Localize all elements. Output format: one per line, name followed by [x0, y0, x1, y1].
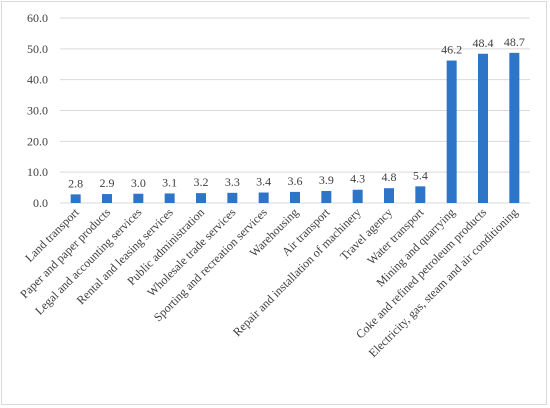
data-labels: 2.8 2.9 3.0 3.1 3.2 3.3 3.4 3.6 3.9 4.3 4.8 5.4 46.2…	[68, 35, 525, 191]
data-label: 4.8	[382, 170, 397, 184]
bar	[446, 60, 457, 203]
data-label: 2.9	[100, 176, 115, 190]
y-axis-ticks: 0.0 10.0 20.0 30.0 40.0 50.0 60.0	[27, 11, 48, 210]
y-tick-label: 60.0	[27, 11, 48, 25]
bar	[290, 191, 300, 203]
data-label: 3.9	[319, 173, 334, 187]
data-label: 3.6	[288, 174, 303, 188]
y-tick-label: 0.0	[33, 196, 48, 210]
y-tick-label: 30.0	[27, 104, 48, 118]
bar	[352, 189, 363, 203]
bar	[509, 52, 520, 203]
bar	[258, 192, 269, 203]
data-label: 3.0	[131, 176, 146, 190]
data-label: 46.2	[441, 43, 462, 57]
y-tick-label: 50.0	[27, 42, 48, 56]
bar	[478, 53, 488, 204]
bar	[227, 192, 238, 203]
bar	[164, 193, 175, 203]
bar	[415, 186, 426, 203]
bar	[196, 193, 206, 203]
data-label: 48.7	[504, 35, 525, 49]
data-label: 2.8	[68, 176, 83, 190]
bar	[102, 194, 112, 203]
bar	[70, 194, 81, 203]
data-label: 3.2	[194, 175, 209, 189]
bars	[70, 52, 520, 204]
data-label: 3.1	[162, 175, 177, 189]
data-label: 4.3	[350, 172, 365, 186]
data-label: 5.4	[413, 168, 428, 182]
y-tick-label: 10.0	[27, 165, 48, 179]
bar	[133, 193, 144, 203]
data-label: 48.4	[473, 36, 494, 50]
y-tick-label: 40.0	[27, 73, 48, 87]
y-tick-label: 20.0	[27, 134, 48, 148]
bar	[321, 190, 332, 203]
data-label: 3.4	[256, 175, 271, 189]
bar	[384, 188, 394, 203]
data-label: 3.3	[225, 175, 240, 189]
